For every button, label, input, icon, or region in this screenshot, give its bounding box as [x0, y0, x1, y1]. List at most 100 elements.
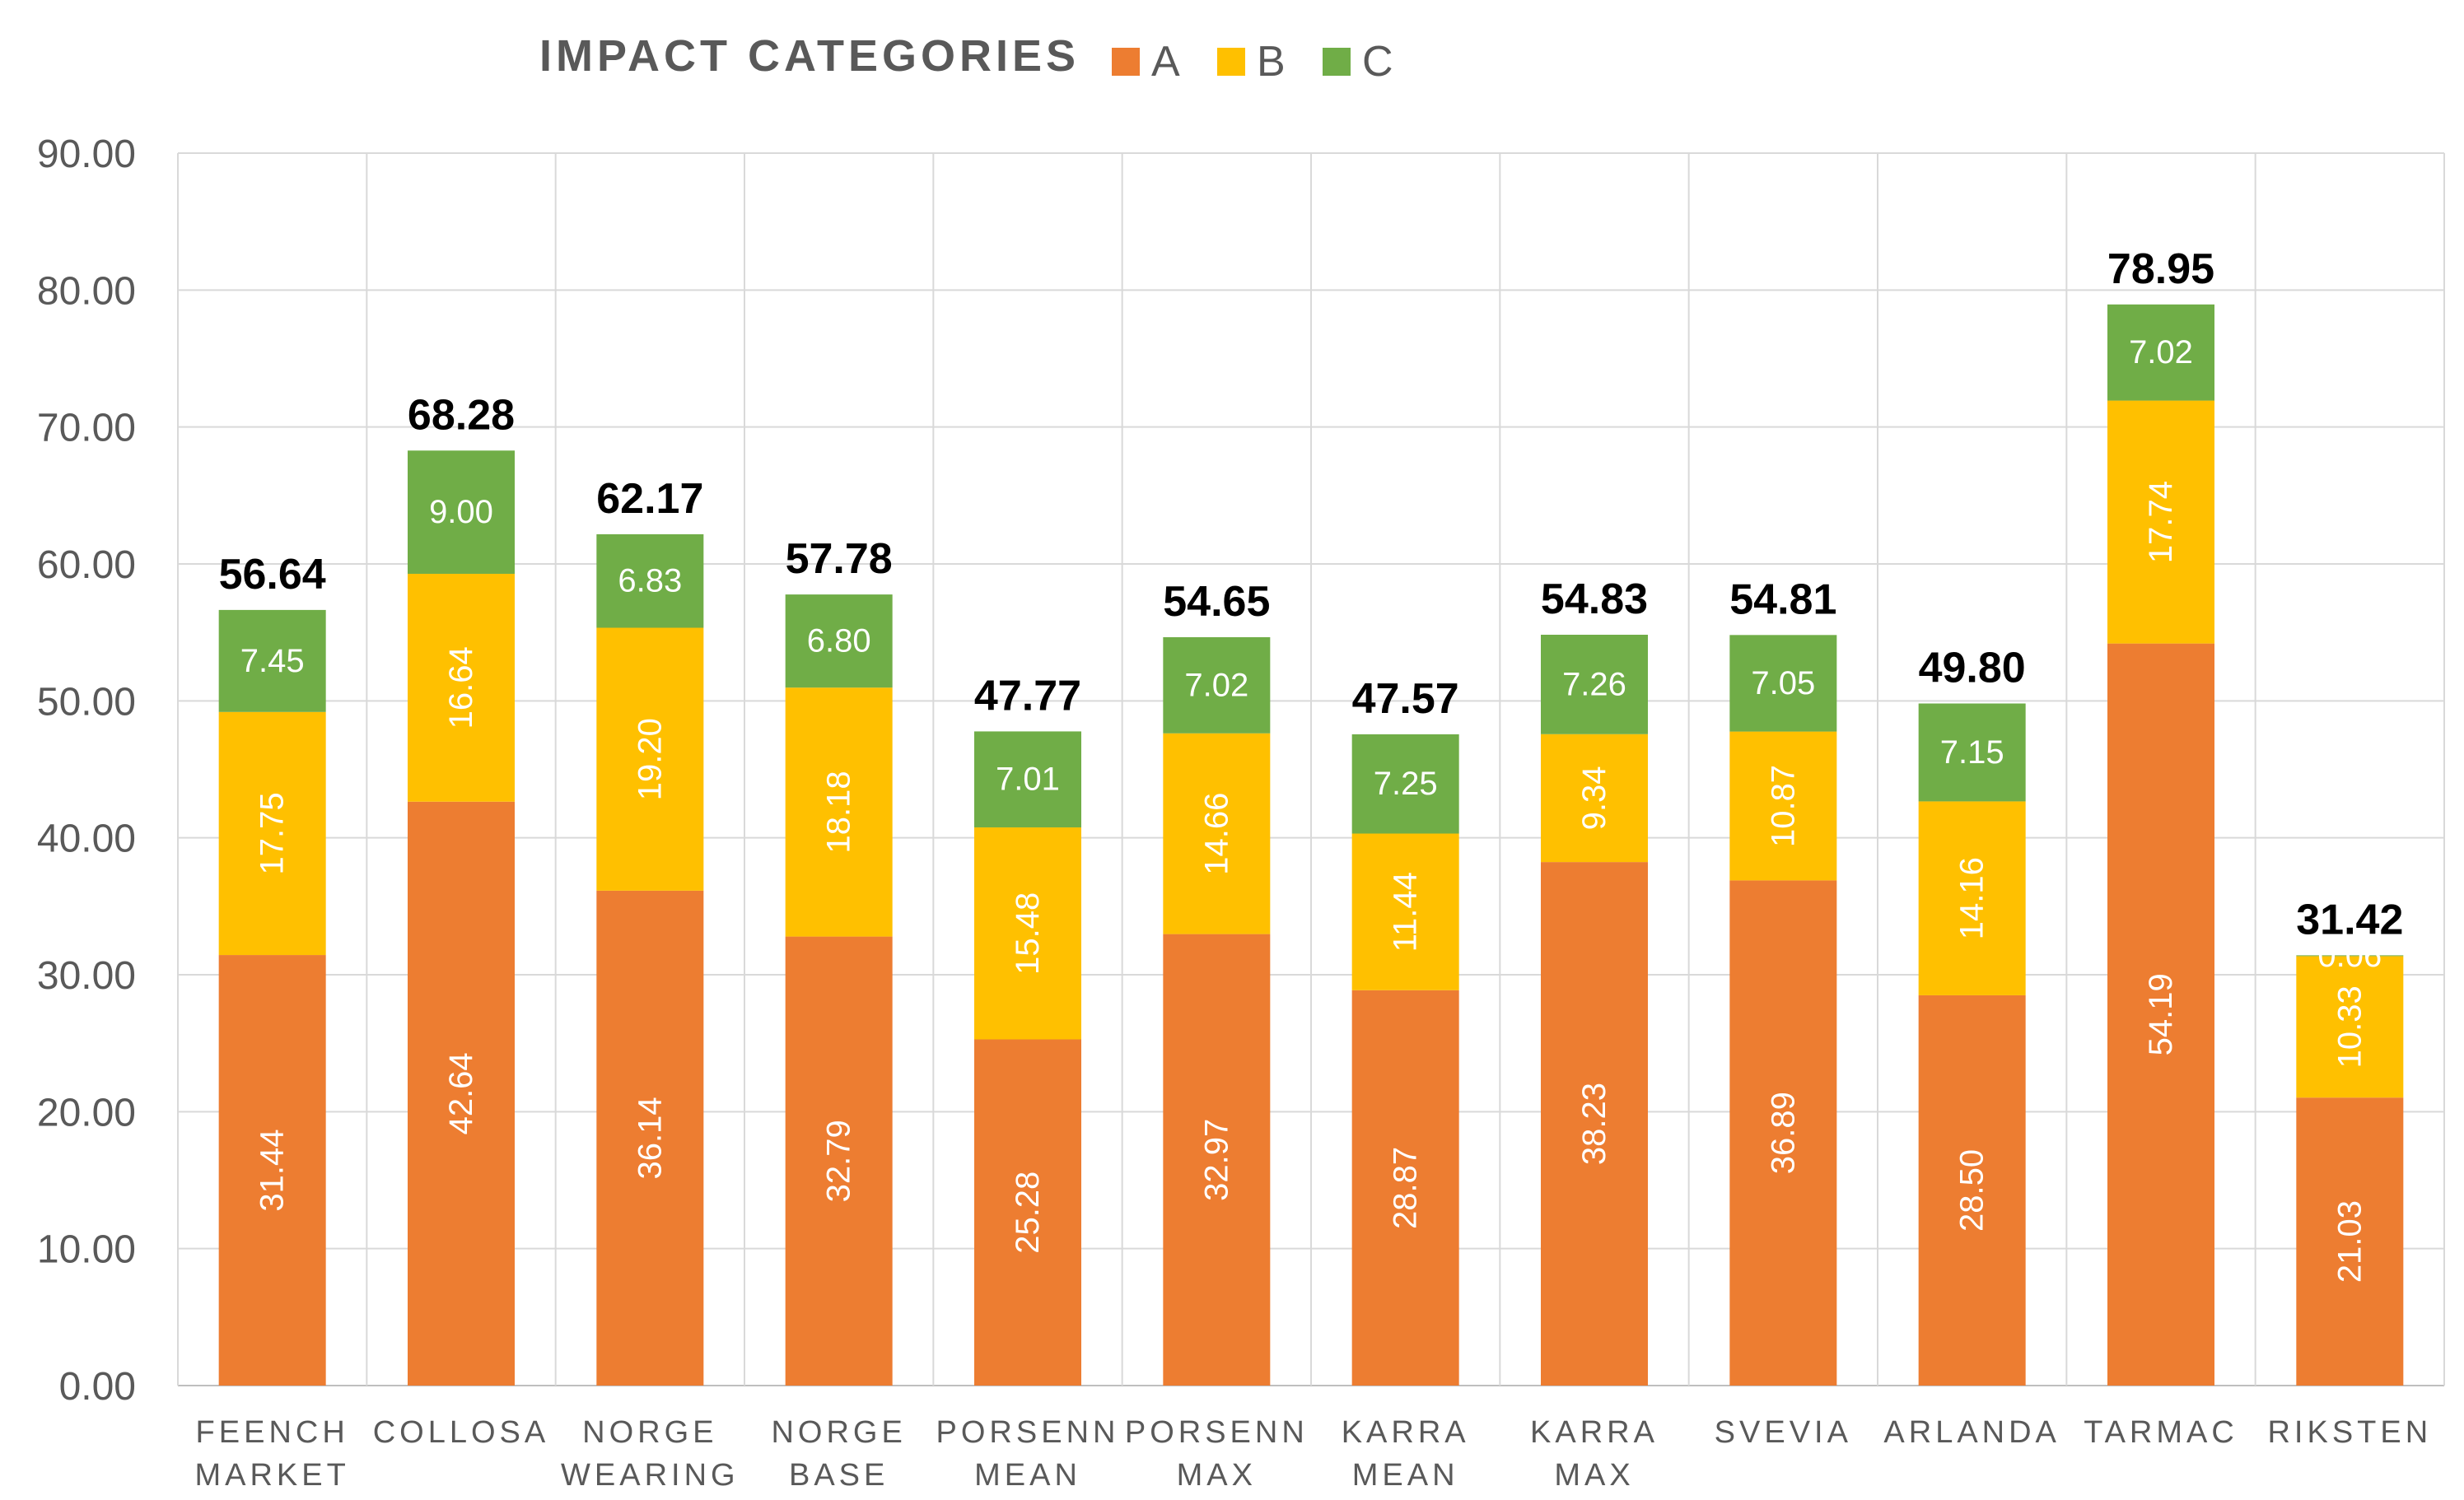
bar-segment-c: [974, 731, 1081, 828]
data-label-c: 7.45: [240, 643, 305, 679]
data-label-a: 25.28: [1010, 1172, 1046, 1254]
chart-title: IMPACT CATEGORIES: [539, 31, 1080, 81]
y-tick-label: 60.00: [37, 543, 136, 587]
y-axis: 0.00 10.00 20.00 30.00 40.00 50.00 60.00 70.00 8…: [37, 133, 136, 1409]
x-category-label: WEARING: [561, 1458, 740, 1493]
bar-segment-b: [2296, 956, 2404, 1098]
bar-segment-b: [408, 573, 515, 802]
bar-segment-a: [785, 936, 893, 1386]
data-label-c: 6.80: [807, 623, 871, 659]
bar-segment-c: [408, 450, 515, 574]
data-label-a: 32.97: [1198, 1119, 1234, 1201]
y-tick-label: 80.00: [37, 269, 136, 313]
bar-segment-c: [2296, 955, 2404, 957]
data-label-a: 28.87: [1388, 1147, 1424, 1229]
bar-segment-a: [2296, 1097, 2404, 1386]
data-label-c: 7.26: [1562, 666, 1626, 702]
gridlines: [177, 152, 2445, 1386]
data-label-c: 7.15: [1940, 734, 2004, 771]
x-category-label: FEENCH: [196, 1415, 349, 1450]
data-label-b: 18.18: [821, 771, 857, 853]
total-label: 47.57: [1352, 675, 1459, 723]
x-category-label: RIKSTEN: [2267, 1415, 2432, 1450]
data-label-a: 31.44: [254, 1129, 291, 1211]
legend: IMPACT CATEGORIES A B C: [539, 31, 1393, 86]
bar-segment-c: [1163, 636, 1271, 734]
y-tick-label: 10.00: [37, 1228, 136, 1272]
data-label-a: 21.03: [2331, 1200, 2368, 1283]
total-label: 78.95: [2107, 245, 2214, 293]
bar-segment-a: [218, 955, 326, 1386]
total-label: 54.83: [1541, 575, 1648, 623]
x-category-label: ARLANDA: [1883, 1415, 2060, 1450]
bar-segment-b: [1729, 731, 1837, 881]
data-label-b: 15.48: [1010, 892, 1046, 975]
bar-segment-b: [596, 627, 704, 891]
total-label: 47.77: [974, 672, 1081, 720]
total-label: 54.65: [1163, 578, 1270, 626]
data-label-c: 7.25: [1374, 766, 1438, 802]
x-category-label: SVEVIA: [1715, 1415, 1852, 1450]
total-label: 62.17: [596, 475, 703, 523]
x-category-label: COLLOSA: [373, 1415, 550, 1450]
data-label-c: 7.02: [1184, 667, 1248, 703]
data-label-b: 11.44: [1388, 872, 1424, 952]
data-label-b: 14.16: [1954, 857, 1990, 939]
data-label-c: 7.01: [996, 762, 1060, 798]
data-label-a: 38.23: [1576, 1083, 1612, 1165]
data-label-b: 14.66: [1198, 793, 1234, 875]
x-category-label: PORSENN: [1125, 1415, 1309, 1450]
bar-segment-a: [1163, 934, 1271, 1386]
bar-segment-a: [1351, 990, 1459, 1386]
x-category-label: MARKET: [194, 1458, 349, 1493]
bar-segment-b: [785, 687, 893, 937]
data-labels: 31.44 17.75 7.45 56.64 42.64 16.64 9.00 68.28 36…: [219, 245, 2404, 1283]
y-tick-label: 30.00: [37, 954, 136, 998]
y-tick-label: 40.00: [37, 818, 136, 861]
total-label: 57.78: [786, 535, 893, 583]
bar-segment-a: [1729, 880, 1837, 1386]
x-axis: FEENCH MARKET COLLOSA NORGE WEARING NORGE BASE…: [194, 1415, 2432, 1493]
bar-segment-b: [218, 711, 326, 956]
bar-segment-a: [1918, 995, 2026, 1386]
data-label-a: 32.79: [821, 1120, 857, 1202]
bar-segment-b: [1351, 833, 1459, 990]
bar-segment-b: [2107, 400, 2214, 644]
bar-segment-c: [1351, 734, 1459, 834]
bar-segment-c: [785, 594, 893, 688]
total-label: 56.64: [219, 551, 326, 599]
y-tick-label: 20.00: [37, 1091, 136, 1134]
legend-label-c: C: [1362, 38, 1393, 86]
bar-segment-a: [1541, 862, 1648, 1386]
x-category-label: TARMAC: [2084, 1415, 2238, 1450]
bar-segment-a: [2107, 643, 2214, 1386]
bar-segment-c: [1918, 703, 2026, 802]
data-label-b: 10.33: [2331, 985, 2368, 1068]
total-label: 68.28: [408, 391, 515, 439]
legend-label-a: A: [1151, 38, 1180, 86]
bar-segment-a: [408, 801, 515, 1386]
bar-segment-c: [1729, 635, 1837, 732]
y-tick-label: 50.00: [37, 680, 136, 724]
legend-label-b: B: [1257, 38, 1286, 86]
bar-segment-b: [1918, 801, 2026, 995]
data-label-c: 9.00: [429, 494, 493, 530]
y-tick-label: 0.00: [59, 1365, 136, 1409]
x-category-label: NORGE: [771, 1415, 906, 1450]
x-category-label: MAX: [1554, 1458, 1634, 1493]
bar-segment-b: [1163, 733, 1271, 934]
x-category-label: KARRA: [1530, 1415, 1659, 1450]
data-label-b: 17.75: [254, 792, 291, 874]
data-label-b: 19.20: [632, 718, 668, 800]
data-label-b: 17.74: [2143, 481, 2179, 563]
data-label-b: 16.64: [443, 646, 479, 729]
data-label-c: 0.06: [2317, 938, 2382, 974]
bar-segment-b: [1541, 734, 1648, 863]
x-category-label: NORGE: [582, 1415, 717, 1450]
total-label: 49.80: [1919, 644, 2026, 692]
bar-segment-b: [974, 827, 1081, 1040]
data-label-a: 36.14: [632, 1097, 668, 1179]
data-label-a: 36.89: [1765, 1092, 1801, 1174]
data-label-c: 7.02: [2129, 334, 2193, 370]
